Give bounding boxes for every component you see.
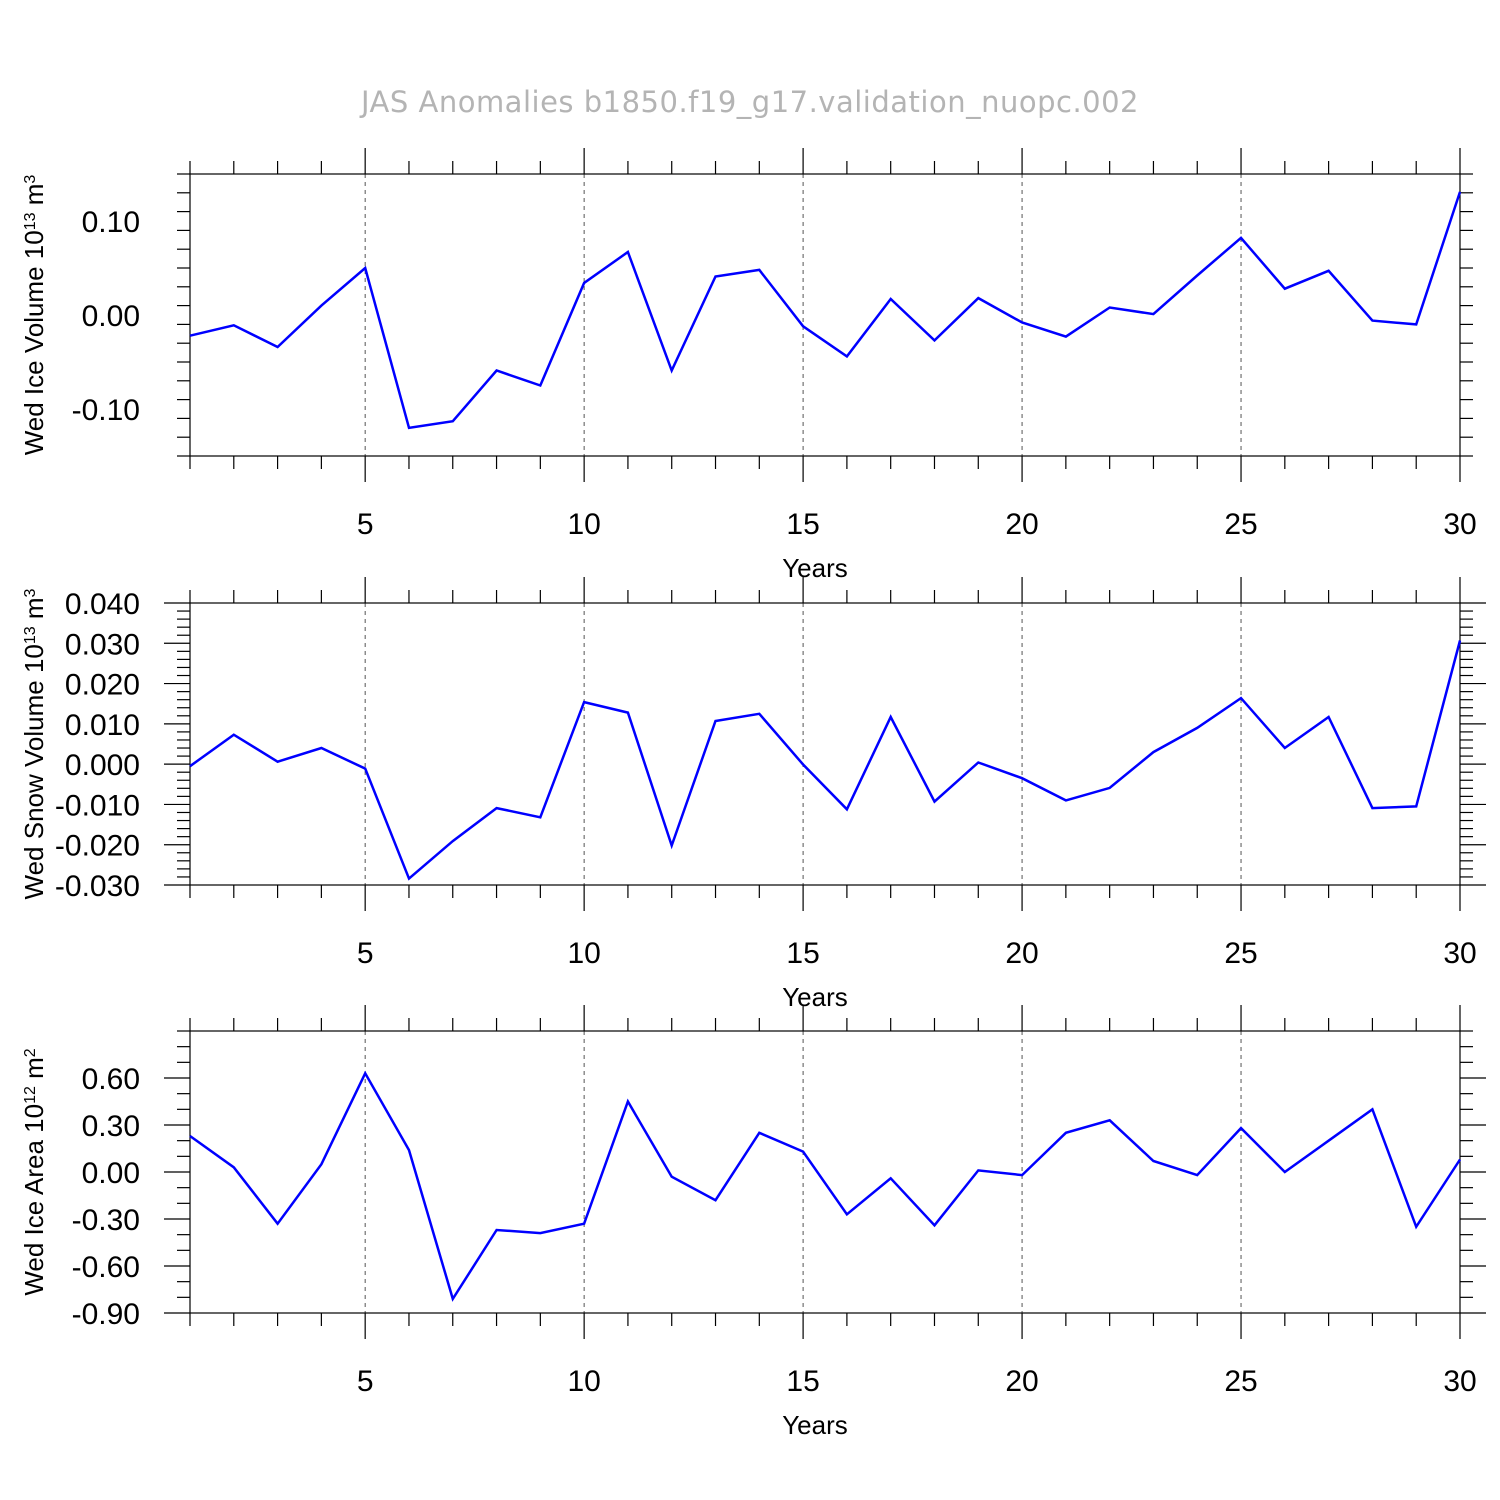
x-tick-label: 30 xyxy=(1443,937,1476,970)
x-tick-label: 15 xyxy=(786,1365,819,1398)
y-tick-label: -0.30 xyxy=(72,1204,140,1237)
x-tick-label: 15 xyxy=(786,508,819,541)
plot-frame xyxy=(189,173,1461,457)
x-tick-label: 5 xyxy=(357,937,374,970)
x-tick-label: 5 xyxy=(357,1365,374,1398)
x-axis-title: Years xyxy=(782,982,848,1012)
y-axis-title-part: Wed Snow Volume 10 xyxy=(19,644,49,899)
snow-volume-panel: -0.030 -0.020 -0.010 0.000 0.010 0.020 0.030 0.… xyxy=(19,577,1486,1012)
y-axis-title-part: Wed Ice Area 10 xyxy=(19,1104,49,1296)
chart-title: JAS Anomalies b1850.f19_g17.validation_n… xyxy=(359,85,1139,119)
series-line xyxy=(189,1070,1462,1302)
y-axis-title-part: m xyxy=(19,184,49,213)
y-axis-title-superscript: 13 xyxy=(22,212,39,230)
y-tick-label: 0.60 xyxy=(82,1063,140,1096)
x-tick-label: 5 xyxy=(357,508,374,541)
ice-area-panel: -0.90 -0.60 -0.30 0.00 0.30 0.60 5 10 15 20 25 30 Ye… xyxy=(19,1005,1486,1440)
y-tick-label: 0.30 xyxy=(82,1110,140,1143)
y-tick-label: 0.030 xyxy=(65,628,140,661)
y-tick-label: -0.10 xyxy=(72,394,140,427)
y-axis-title: Wed Ice Volume 1013 m3 xyxy=(19,175,49,456)
y-axis-title-part: Wed Ice Volume 10 xyxy=(19,230,49,455)
y-tick-label: -0.60 xyxy=(72,1251,140,1284)
x-tick-label: 10 xyxy=(567,1365,600,1398)
y-axis-title-superscript: 13 xyxy=(22,626,39,644)
x-tick-label: 20 xyxy=(1005,937,1038,970)
y-tick-label: 0.00 xyxy=(82,300,140,333)
y-axis-title-superscript: 2 xyxy=(22,1048,39,1057)
y-axis-title-part: m xyxy=(19,1057,49,1086)
x-tick-label: 20 xyxy=(1005,1365,1038,1398)
x-tick-label: 25 xyxy=(1224,937,1257,970)
x-tick-label: 10 xyxy=(567,937,600,970)
series-line xyxy=(189,640,1462,881)
y-axis-title: Wed Ice Area 1012 m2 xyxy=(19,1048,49,1295)
y-tick-label: 0.00 xyxy=(82,1157,140,1190)
x-axis-title: Years xyxy=(782,1410,848,1440)
y-tick-label: -0.020 xyxy=(55,830,140,863)
x-tick-label: 15 xyxy=(786,937,819,970)
y-tick-label: 0.040 xyxy=(65,588,140,621)
y-tick-label: 0.000 xyxy=(65,749,140,782)
y-axis-title: Wed Snow Volume 1013 m3 xyxy=(19,588,49,899)
x-tick-label: 25 xyxy=(1224,508,1257,541)
y-axis-title-superscript: 12 xyxy=(22,1086,39,1104)
plot-frame xyxy=(189,1030,1461,1314)
y-tick-label: -0.90 xyxy=(72,1298,140,1331)
x-tick-label: 25 xyxy=(1224,1365,1257,1398)
y-tick-label: -0.010 xyxy=(55,789,140,822)
y-axis-title-part: m xyxy=(19,597,49,626)
series-line xyxy=(189,191,1462,430)
x-tick-label: 30 xyxy=(1443,1365,1476,1398)
x-tick-label: 10 xyxy=(567,508,600,541)
ice-volume-panel: -0.10 0.00 0.10 5 10 15 20 25 30 Years Wed Ice Vol… xyxy=(19,148,1477,583)
y-tick-label: 0.020 xyxy=(65,669,140,702)
y-axis-title-superscript: 3 xyxy=(22,588,39,597)
x-axis-title: Years xyxy=(782,553,848,583)
x-tick-label: 30 xyxy=(1443,508,1476,541)
y-axis-title-superscript: 3 xyxy=(22,175,39,184)
y-tick-label: -0.030 xyxy=(55,870,140,903)
y-tick-label: 0.010 xyxy=(65,709,140,742)
plot-frame xyxy=(189,602,1461,886)
x-tick-label: 20 xyxy=(1005,508,1038,541)
y-tick-label: 0.10 xyxy=(82,206,140,239)
